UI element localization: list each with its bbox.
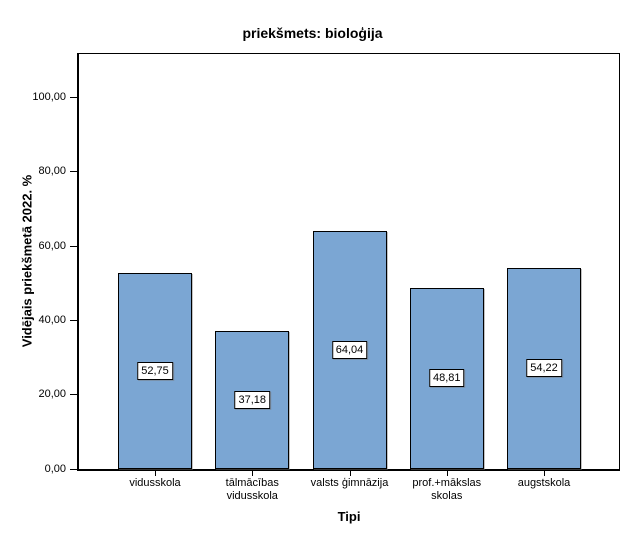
y-tick-label: 80,00 bbox=[38, 165, 66, 178]
chart-title: priekšmets: bioloģija bbox=[242, 25, 383, 41]
x-category-label: tālmācības vidusskola bbox=[225, 477, 279, 502]
x-axis-title: Tipi bbox=[337, 509, 361, 524]
y-tick-mark bbox=[70, 171, 77, 173]
x-category-label: vidusskola bbox=[129, 477, 181, 489]
x-category-label: augstskola bbox=[517, 477, 571, 489]
bar-value-label: 48,81 bbox=[428, 369, 465, 388]
y-tick-mark bbox=[70, 97, 77, 99]
y-tick-mark bbox=[70, 319, 77, 321]
y-tick-label: 60,00 bbox=[38, 239, 66, 252]
y-tick-label: 20,00 bbox=[38, 388, 66, 401]
y-tick-mark bbox=[70, 245, 77, 247]
x-category-label: prof.+mākslas skolas bbox=[412, 477, 482, 502]
y-tick-label: 40,00 bbox=[38, 313, 66, 326]
x-axis-line bbox=[77, 469, 620, 471]
x-tick-mark bbox=[252, 471, 254, 476]
y-tick-mark bbox=[70, 394, 77, 396]
x-tick-mark bbox=[349, 471, 351, 476]
x-category-label: valsts ģimnāzija bbox=[310, 477, 389, 489]
y-tick-label: 100,00 bbox=[32, 91, 66, 104]
bar-value-label: 64,04 bbox=[331, 341, 368, 360]
y-tick-mark bbox=[70, 468, 77, 470]
x-tick-mark bbox=[155, 471, 156, 476]
plot-frame-right bbox=[619, 53, 620, 470]
y-axis-line bbox=[77, 53, 79, 470]
y-tick-label: 0,00 bbox=[44, 462, 66, 475]
bar-value-label: 54,22 bbox=[526, 359, 562, 378]
x-tick-mark bbox=[446, 471, 448, 476]
x-tick-mark bbox=[544, 471, 545, 476]
bar-value-label: 37,18 bbox=[234, 390, 271, 409]
plot-frame-top bbox=[77, 53, 620, 54]
bar-value-label: 52,75 bbox=[137, 362, 173, 381]
